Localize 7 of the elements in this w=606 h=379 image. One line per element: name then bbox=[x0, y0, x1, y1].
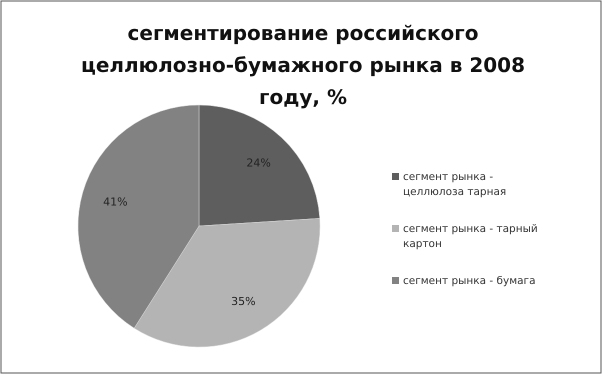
legend-label: сегмент рынка - целлюлоза тарная bbox=[403, 171, 506, 198]
data-label: 35% bbox=[231, 294, 256, 308]
legend-label: сегмент рынка - тарный картон bbox=[403, 223, 538, 250]
data-label: 41% bbox=[103, 196, 128, 209]
data-label: 24% bbox=[246, 156, 271, 170]
legend-label: сегмент рынка - бумага bbox=[403, 275, 536, 287]
chart-title: сегментирование российского целлюлозно-бумажного рынка в 2008 году, % bbox=[81, 21, 525, 109]
